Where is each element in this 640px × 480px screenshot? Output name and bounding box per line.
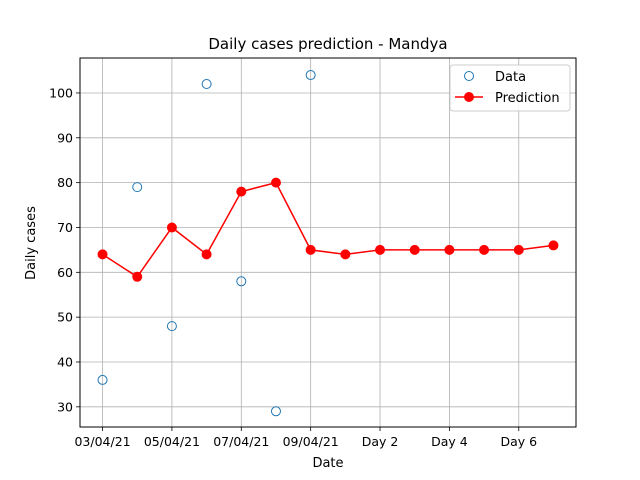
legend: Data Prediction bbox=[449, 64, 571, 112]
prediction-point bbox=[409, 244, 420, 255]
data-point bbox=[166, 321, 177, 332]
prediction-point bbox=[236, 186, 247, 197]
y-tick-label: 90 bbox=[57, 130, 73, 145]
series-data bbox=[97, 70, 316, 417]
prediction-point bbox=[375, 244, 386, 255]
prediction-line bbox=[102, 181, 554, 278]
legend-label-prediction: Prediction bbox=[495, 91, 560, 106]
x-tick-label: 05/04/21 bbox=[144, 434, 200, 449]
x-tick-label: Day 6 bbox=[500, 434, 537, 449]
x-tick-label: Day 4 bbox=[431, 434, 468, 449]
data-point bbox=[97, 374, 108, 385]
series-layer bbox=[97, 70, 559, 417]
x-tick-label: 03/04/21 bbox=[74, 434, 130, 449]
y-tick-label: 60 bbox=[57, 265, 73, 280]
data-point bbox=[132, 182, 143, 193]
x-tick-label: 07/04/21 bbox=[213, 434, 269, 449]
y-tick-label: 80 bbox=[57, 175, 73, 190]
prediction-point bbox=[305, 244, 316, 255]
ticks: 03/04/21 05/04/21 07/04/21 09/04/21 Day 2 Day… bbox=[49, 85, 537, 449]
x-tick-label: Day 2 bbox=[362, 434, 399, 449]
prediction-point bbox=[97, 249, 108, 260]
plot-frame bbox=[79, 57, 577, 428]
prediction-point bbox=[444, 244, 455, 255]
chart-title: Daily cases prediction - Mandya bbox=[208, 35, 447, 53]
prediction-point bbox=[166, 222, 177, 233]
y-axis-label: Daily cases bbox=[24, 206, 39, 280]
prediction-point bbox=[548, 240, 559, 251]
prediction-point bbox=[479, 244, 490, 255]
y-tick-label: 50 bbox=[57, 310, 73, 325]
y-tick-label: 70 bbox=[57, 220, 73, 235]
legend-box bbox=[449, 64, 571, 112]
legend-marker-data bbox=[464, 71, 474, 81]
data-point bbox=[305, 70, 316, 81]
legend-marker-prediction bbox=[464, 92, 474, 102]
prediction-point bbox=[201, 249, 212, 260]
y-tick-label: 100 bbox=[49, 85, 73, 100]
prediction-point bbox=[513, 244, 524, 255]
y-tick-label: 40 bbox=[57, 354, 73, 369]
prediction-point bbox=[132, 271, 143, 282]
x-axis-label: Date bbox=[312, 456, 343, 471]
data-point bbox=[270, 406, 281, 417]
data-point bbox=[236, 276, 247, 287]
legend-label-data: Data bbox=[495, 70, 526, 85]
data-point bbox=[201, 79, 212, 90]
x-tick-label: 09/04/21 bbox=[283, 434, 339, 449]
grid bbox=[80, 58, 576, 427]
series-prediction bbox=[97, 177, 559, 282]
prediction-point bbox=[340, 249, 351, 260]
prediction-point bbox=[270, 177, 281, 188]
y-tick-label: 30 bbox=[57, 399, 73, 414]
